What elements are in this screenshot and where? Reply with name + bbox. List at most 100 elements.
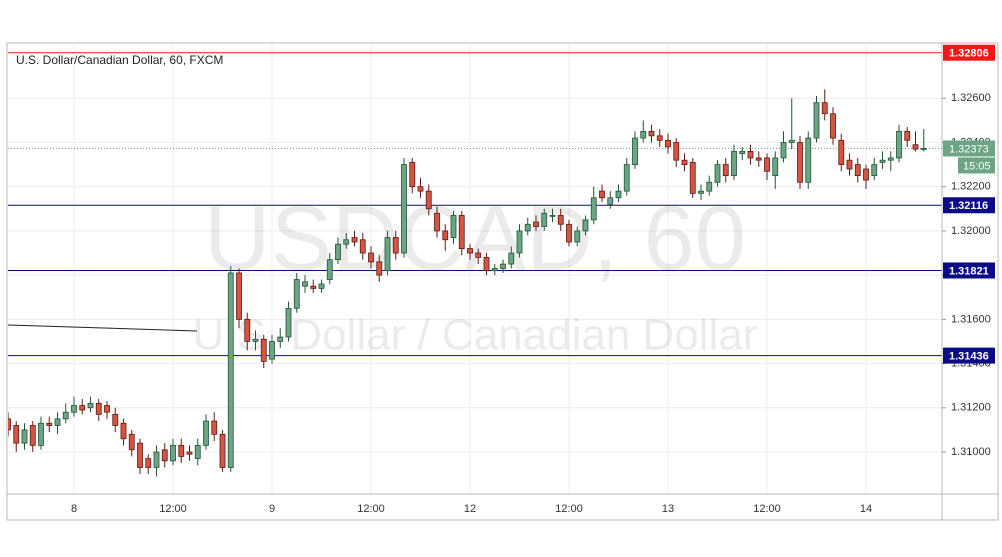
candle-body (920, 148, 927, 150)
candle-body (277, 336, 284, 342)
countdown-box (958, 157, 995, 174)
candle-body (434, 212, 440, 232)
candle-body (574, 230, 581, 243)
candle-body (260, 338, 267, 362)
x-tick-label: 8 (71, 503, 77, 515)
candle-body (351, 237, 358, 243)
level-label-box (943, 197, 995, 214)
candle-body (500, 263, 506, 269)
candle-body (681, 159, 688, 165)
level-label-box (943, 44, 995, 61)
current-price-label: 1.32373 (949, 143, 989, 155)
candle-body (458, 215, 465, 250)
candle-body (326, 259, 333, 280)
level-label: 1.32806 (949, 48, 989, 60)
chart-title: U.S. Dollar/Canadian Dollar, 60, FXCM (16, 53, 223, 67)
candle-body (54, 418, 61, 426)
candle-body (673, 142, 680, 161)
candle-body (211, 420, 218, 435)
candle-body (302, 281, 308, 287)
candle-body (772, 157, 779, 177)
candle-body (137, 442, 143, 468)
candle-body (293, 279, 300, 309)
candle-body (830, 113, 836, 139)
candle-body (310, 285, 317, 289)
candle-body (533, 221, 539, 227)
candle-body (178, 444, 185, 457)
candle-body (912, 144, 919, 150)
candle-body (623, 164, 630, 192)
candle-body (871, 164, 878, 177)
candle-body (747, 150, 754, 159)
watermark: USDCAD, 60 U.S. Dollar / Canadian Dollar (193, 187, 758, 359)
candle-body (252, 338, 259, 342)
candle-body (838, 139, 845, 165)
candle-body (797, 142, 803, 183)
candle-body (590, 197, 597, 221)
candle-body (731, 150, 737, 177)
candle-body (896, 131, 902, 159)
candle-body (203, 420, 209, 446)
candle-body (285, 307, 292, 338)
candle-body (780, 142, 787, 159)
y-tick-label: 1.32200 (951, 181, 991, 193)
level-label: 1.31821 (949, 265, 989, 277)
candle-body (722, 164, 729, 177)
candle-body (788, 139, 795, 143)
candle-body (475, 252, 482, 258)
candle-body (582, 219, 589, 232)
candle-body (186, 451, 193, 455)
candle-body (599, 190, 605, 199)
candle-body (401, 164, 407, 254)
candle-body (557, 215, 564, 225)
candle-body (524, 223, 531, 232)
candles (8, 89, 927, 477)
candle-body (145, 458, 152, 468)
candle-body (698, 190, 704, 194)
candle-body (153, 451, 160, 468)
level-label-box (943, 262, 995, 279)
candle-body (104, 405, 110, 413)
candle-body (483, 257, 490, 272)
candle-body (236, 272, 242, 320)
countdown-label: 15:05 (963, 160, 991, 172)
candle-body (46, 422, 53, 426)
candle-body (359, 239, 366, 254)
candle-body (71, 405, 77, 413)
candle-body (335, 243, 341, 261)
candle-body (170, 444, 176, 462)
candle-body (549, 215, 556, 217)
candle-body (887, 157, 894, 161)
candle-body (854, 164, 861, 177)
candle-body (318, 283, 325, 289)
candle-body (384, 237, 391, 272)
candle-body (87, 402, 94, 409)
candle-body (376, 261, 383, 276)
candle-body (95, 402, 102, 415)
candle-body (689, 161, 696, 194)
level-label: 1.31436 (949, 351, 989, 363)
x-tick-label: 12:00 (357, 503, 385, 515)
y-tick-label: 1.32600 (951, 92, 991, 104)
candle-body (392, 237, 399, 254)
candle-body (442, 230, 449, 241)
candle-body (755, 157, 762, 161)
candle-body (813, 102, 820, 139)
candle-body (161, 449, 168, 462)
candle-body (508, 252, 515, 265)
trend-line (7, 324, 198, 332)
candle-body (739, 150, 746, 154)
candle-body (467, 248, 473, 254)
candle-body (516, 230, 523, 254)
level-label-box (943, 347, 995, 364)
candle-body (706, 181, 713, 192)
candle-body (607, 197, 614, 205)
candle-body (632, 137, 638, 165)
candle-body (79, 405, 86, 411)
candle-body (128, 433, 135, 451)
candle-body (615, 190, 622, 199)
y-tick-label: 1.31600 (951, 313, 991, 325)
candle-body (821, 102, 828, 115)
candle-body (648, 131, 655, 137)
candle-body (491, 268, 498, 272)
